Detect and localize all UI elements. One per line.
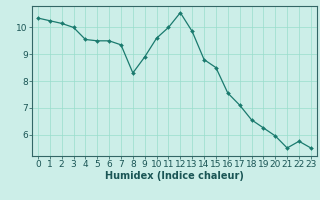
X-axis label: Humidex (Indice chaleur): Humidex (Indice chaleur) [105, 171, 244, 181]
